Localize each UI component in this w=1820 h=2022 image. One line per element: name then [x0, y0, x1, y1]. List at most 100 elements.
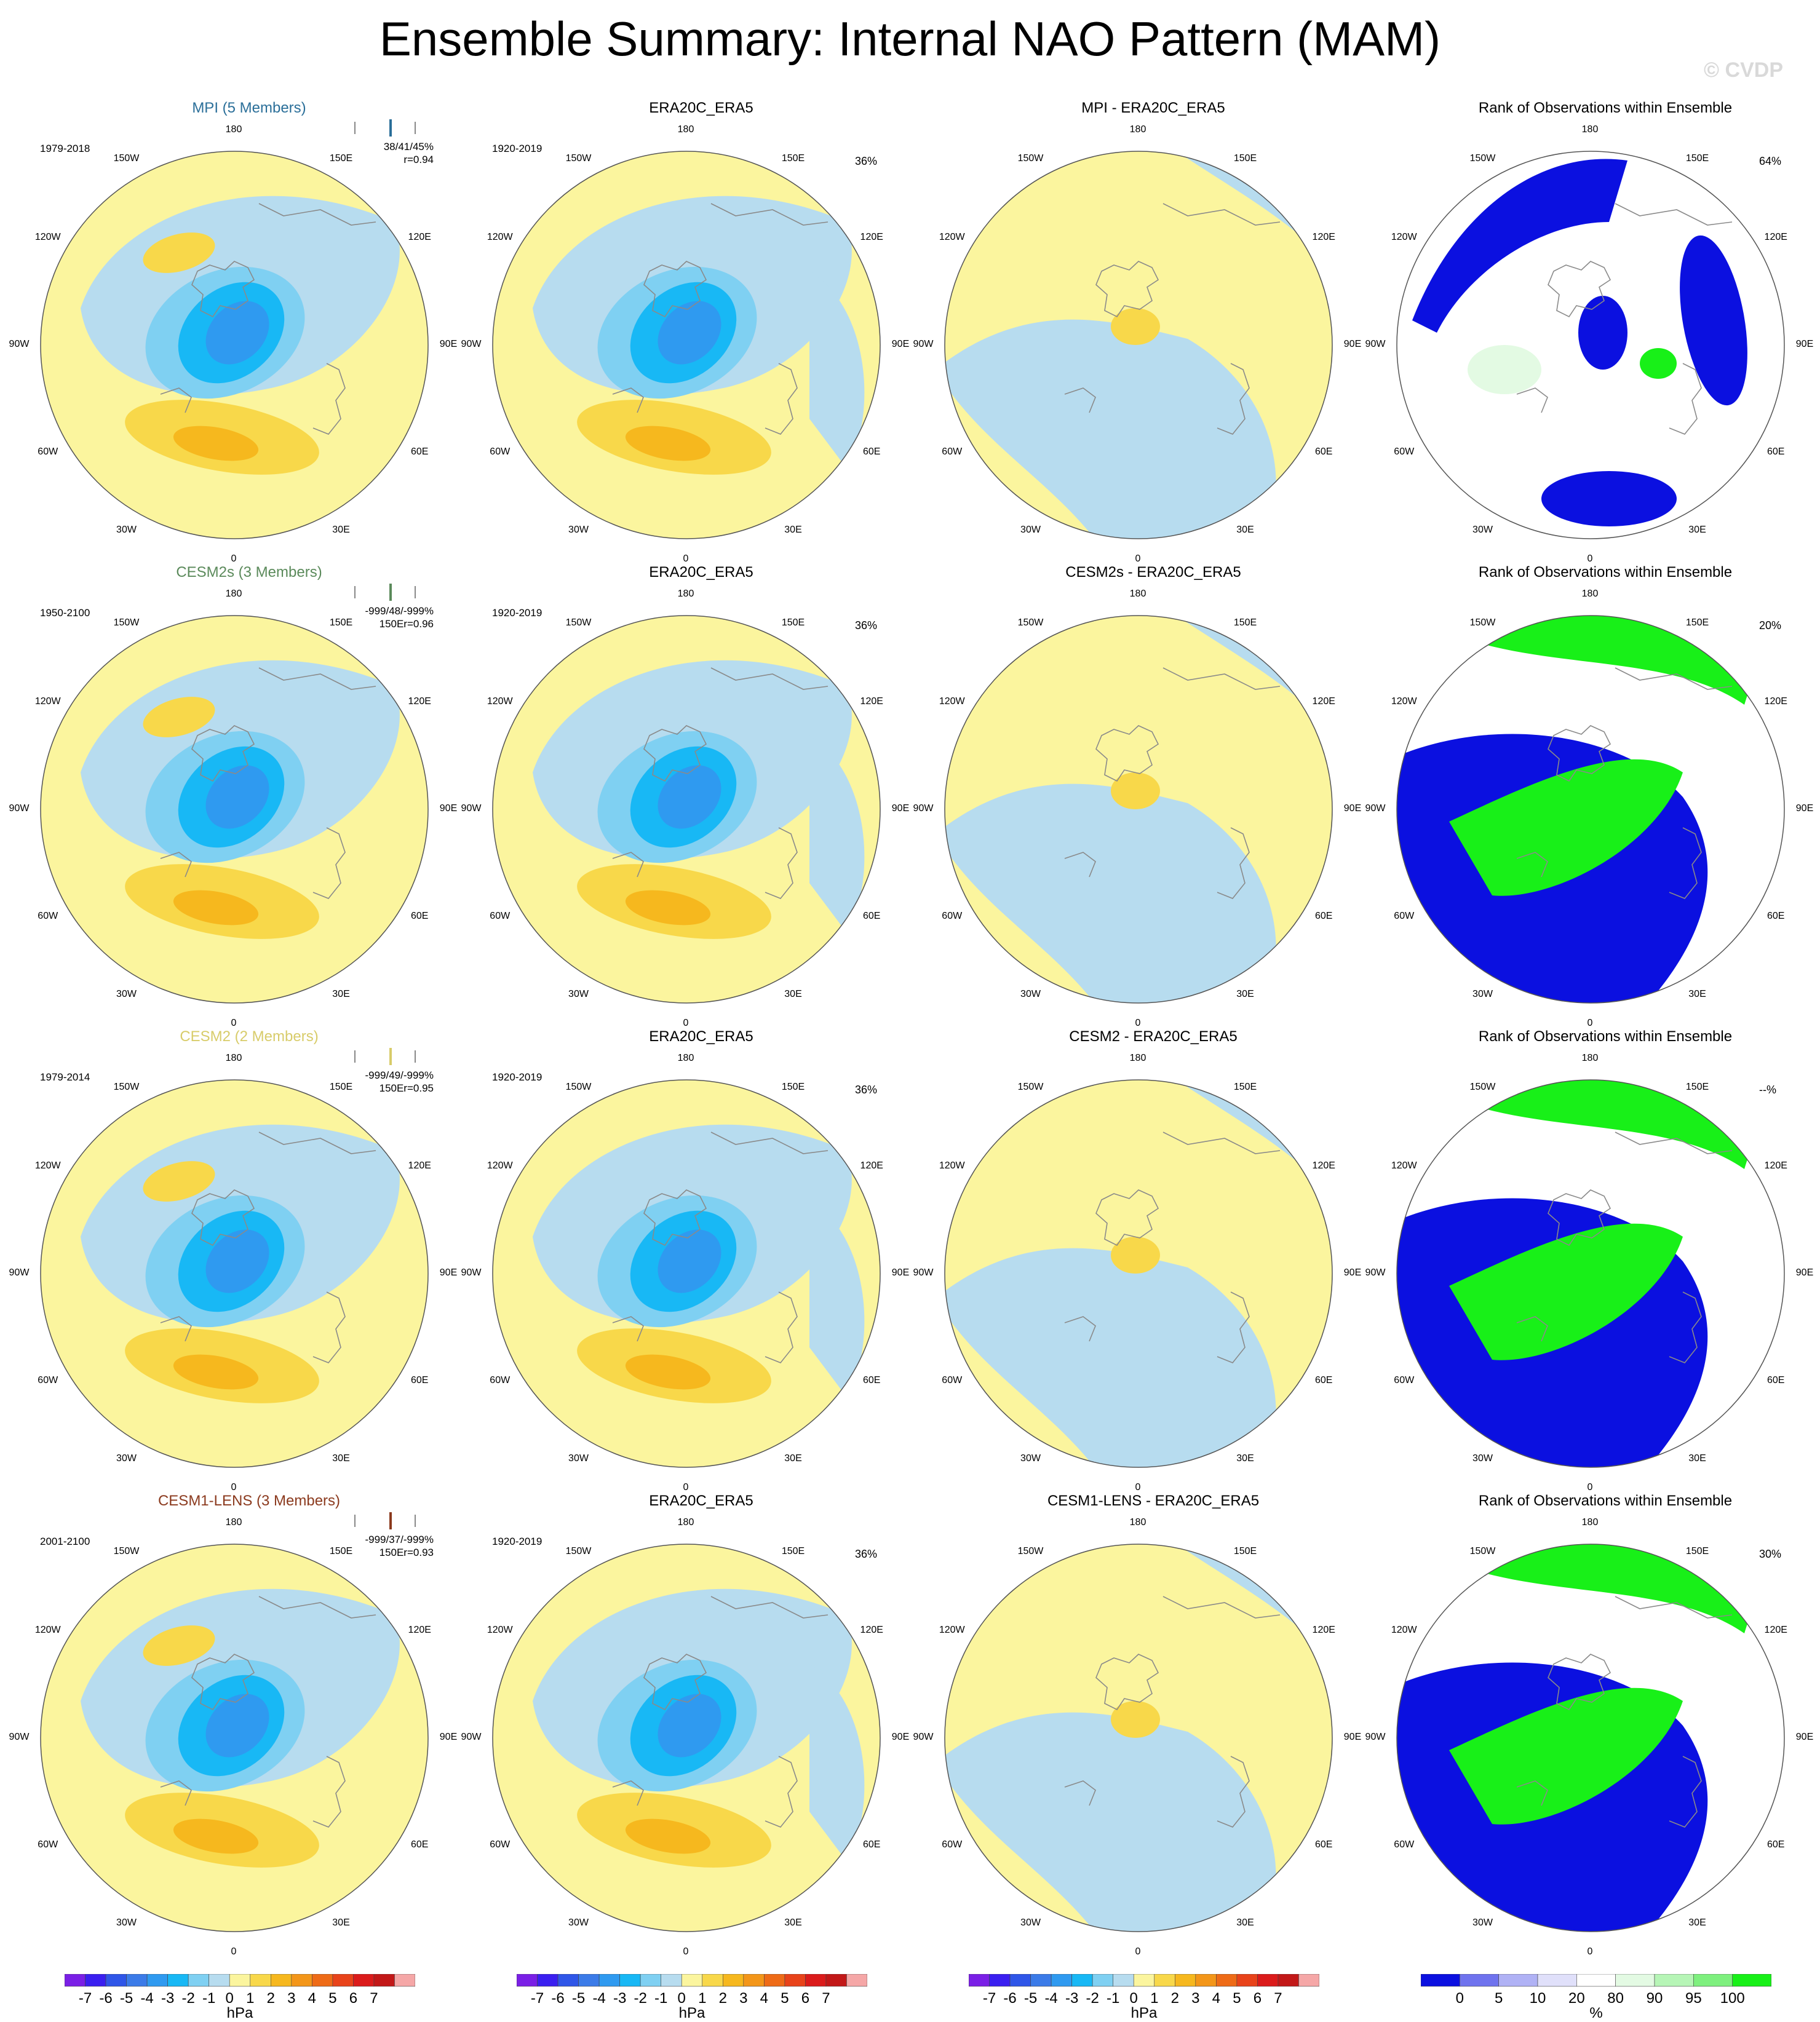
variance-percent: 20%	[1759, 619, 1782, 632]
difference-negative-region	[945, 1712, 1276, 1932]
longitude-label: 60W	[942, 446, 963, 457]
colorbar-swatch	[969, 1974, 990, 1987]
colorbar-tick-label: -3	[613, 1990, 627, 2007]
longitude-label: 180	[1581, 1517, 1599, 1528]
longitude-label: 0	[1587, 1018, 1593, 1028]
colorbar-tick-label: 7	[1274, 1990, 1282, 2007]
longitude-label: 150E	[781, 1081, 805, 1092]
polar-map	[40, 1544, 429, 1932]
longitude-label: 120W	[1391, 696, 1417, 707]
difference-positive-spot	[1111, 1701, 1160, 1738]
year-range: 1920-2019	[492, 607, 542, 619]
rank-map	[1396, 151, 1785, 539]
rank-map	[1396, 1544, 1785, 1932]
coastline	[160, 203, 376, 435]
colorbar-swatch	[681, 1974, 703, 1987]
colorbar	[517, 1974, 867, 1987]
colorbar-tick-label: -2	[1086, 1990, 1099, 2007]
atlantic-high-2	[625, 1818, 711, 1854]
longitude-label: 60E	[1767, 910, 1785, 921]
rank-low-spot	[1578, 296, 1627, 370]
map-border	[492, 151, 881, 539]
coastline	[1516, 667, 1733, 899]
longitude-label: 60E	[863, 910, 881, 921]
year-range: 1979-2018	[40, 143, 90, 154]
longitude-label: 150E	[329, 1081, 353, 1092]
colorbar-tick-label: 1	[698, 1990, 707, 2007]
colorbar-tick-label: 80	[1607, 1990, 1624, 2007]
longitude-label: 120E	[860, 1160, 883, 1171]
colorbar-tick-label: 3	[1191, 1990, 1200, 2007]
longitude-label: 120W	[939, 1624, 965, 1635]
colorbar-swatch	[188, 1974, 210, 1987]
colorbar-tick-label: 6	[801, 1990, 810, 2007]
colorbar-tick-label: 5	[328, 1990, 337, 2007]
map-border	[492, 615, 881, 1004]
colorbar-swatch	[291, 1974, 312, 1987]
longitude-label: 90W	[913, 1267, 934, 1278]
longitude-label: 60E	[1315, 1374, 1333, 1386]
colorbar-swatch	[1092, 1974, 1114, 1987]
longitude-label: 0	[1587, 553, 1593, 564]
longitude-label: 0	[231, 553, 237, 564]
colorbar-tick-label: 0	[1455, 1990, 1464, 2007]
map-border	[944, 1544, 1333, 1932]
map-border	[40, 151, 429, 539]
colorbar-tick-label: -5	[119, 1990, 133, 2007]
longitude-label: 90W	[913, 803, 934, 814]
longitude-label: 150E	[781, 617, 805, 628]
longitude-label: 60E	[411, 1374, 429, 1386]
colorbar-swatch	[846, 1974, 867, 1987]
longitude-label: 90W	[9, 1732, 30, 1742]
colorbar-tick-label: -7	[982, 1990, 996, 2007]
longitude-label: 180	[225, 124, 242, 135]
colorbar-swatch	[825, 1974, 847, 1987]
colorbar-swatch	[1009, 1974, 1031, 1987]
colorbar-swatch	[1071, 1974, 1093, 1987]
longitude-label: 90W	[461, 1732, 482, 1742]
longitude-label: 120W	[487, 231, 513, 242]
longitude-label: 90W	[1365, 1267, 1386, 1278]
colorbar-swatch	[784, 1974, 806, 1987]
longitude-label: 30W	[1020, 1917, 1041, 1929]
colorbar-swatch	[722, 1974, 744, 1987]
coastline	[612, 1596, 829, 1828]
colorbar-swatch	[702, 1974, 723, 1987]
colorbar-tick-label: 0	[225, 1990, 234, 2007]
panel-title: MPI - ERA20C_ERA5	[1081, 100, 1225, 116]
longitude-label: 180	[677, 124, 694, 135]
longitude-label: 60E	[411, 1839, 429, 1850]
colorbar-swatch	[1257, 1974, 1279, 1987]
colorbar-swatch	[537, 1974, 558, 1987]
year-range: 1920-2019	[492, 1536, 542, 1547]
longitude-label: 60W	[1394, 1374, 1415, 1386]
colorbar-tick-label: -1	[1107, 1990, 1120, 2007]
panel-title: Rank of Observations within Ensemble	[1478, 100, 1733, 116]
colorbar-tick-label: -5	[571, 1990, 586, 2007]
longitude-label: 60W	[1394, 910, 1415, 921]
colorbar-swatch	[1498, 1974, 1538, 1987]
longitude-label: 120W	[34, 1624, 61, 1635]
longitude-label: 90E	[1343, 1732, 1362, 1742]
colorbar-swatch	[661, 1974, 682, 1987]
longitude-label: 30E	[1236, 1917, 1254, 1929]
longitude-label: 60E	[1767, 1374, 1785, 1386]
pattern-stats: -999/49/-999% 150Er=0.95	[317, 1069, 434, 1095]
longitude-label: 120E	[1312, 1160, 1335, 1171]
colorbar-swatch	[598, 1974, 620, 1987]
stats-line: -999/49/-999%	[365, 1069, 434, 1081]
colorbar-tick-label: 4	[760, 1990, 769, 2007]
pattern-stats: -999/37/-999% 150Er=0.93	[317, 1533, 434, 1559]
map-border	[1396, 615, 1785, 1004]
longitude-label: 0	[1135, 553, 1141, 564]
colorbar-tick-label: -2	[634, 1990, 647, 2007]
longitude-label: 150W	[1469, 1081, 1496, 1092]
colorbar-tick-label: -1	[202, 1990, 216, 2007]
longitude-label: 180	[225, 589, 242, 599]
colorbar-swatch	[517, 1974, 538, 1987]
longitude-label: 150E	[781, 1545, 805, 1556]
polar-map	[492, 151, 881, 539]
colorbar-tick-label: -4	[140, 1990, 154, 2007]
colorbar-tick-label: 2	[718, 1990, 727, 2007]
longitude-label: 60E	[863, 1374, 881, 1386]
